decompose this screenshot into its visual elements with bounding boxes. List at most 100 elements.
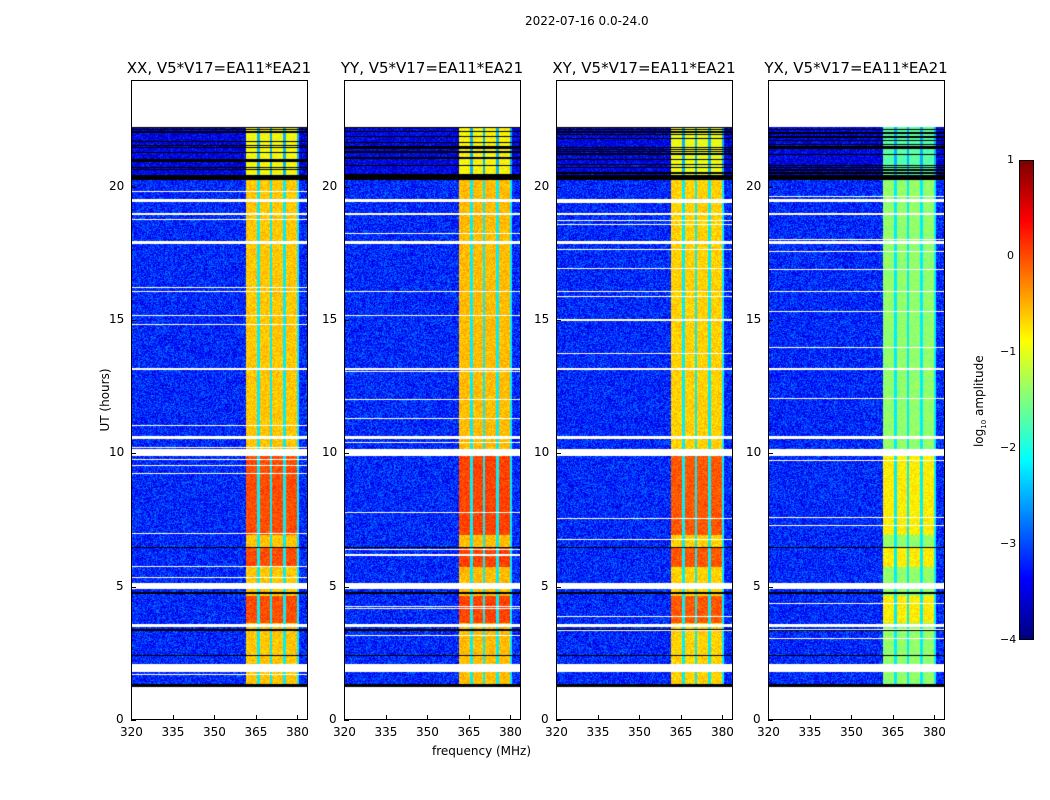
x-tick-label: 380: [499, 725, 522, 739]
y-tick: [131, 720, 136, 721]
x-tick: [172, 715, 174, 720]
x-tick-label: 320: [120, 725, 143, 739]
y-tick-label: 15: [322, 312, 338, 326]
y-tick-label: 0: [541, 712, 549, 726]
x-tick: [892, 715, 894, 720]
spectrogram-panel: [556, 80, 733, 720]
x-tick-label: 335: [374, 725, 398, 739]
x-tick: [809, 715, 811, 720]
x-axis-label: frequency (MHz): [432, 744, 532, 758]
x-tick: [680, 715, 682, 720]
y-tick: [344, 186, 349, 188]
y-tick-label: 20: [322, 178, 338, 193]
y-tick: [768, 320, 773, 321]
colorbar-tick-label: −3: [1000, 537, 1017, 550]
x-tick-label: 320: [757, 725, 780, 739]
x-tick-label: 365: [669, 725, 693, 739]
y-tick: [768, 453, 773, 455]
y-tick-label: 15: [746, 312, 762, 326]
heatmap-image: [769, 81, 944, 719]
x-tick-label: 380: [286, 725, 309, 739]
y-tick-label: 5: [541, 578, 549, 593]
heatmap-image: [345, 81, 520, 719]
y-tick: [556, 186, 561, 188]
y-tick: [556, 720, 561, 721]
y-tick-label: 10: [746, 445, 762, 460]
x-tick-label: 365: [244, 725, 268, 739]
y-tick-label: 20: [746, 178, 762, 193]
x-tick-label: 350: [416, 725, 439, 739]
x-tick: [768, 715, 769, 720]
y-tick-label: 20: [534, 178, 550, 193]
x-tick-label: 335: [586, 725, 610, 739]
panel-title: XY, V5*V17=EA11*EA21: [552, 59, 736, 77]
x-tick: [385, 715, 387, 720]
y-tick: [344, 586, 349, 588]
y-tick: [556, 453, 561, 455]
y-tick: [131, 186, 136, 188]
x-tick: [639, 715, 640, 720]
x-tick: [934, 715, 935, 720]
panel-title: XX, V5*V17=EA11*EA21: [126, 59, 312, 77]
colorbar-tick-label: 1: [1007, 153, 1014, 166]
x-tick: [344, 715, 345, 720]
y-tick-label: 0: [116, 712, 124, 726]
spectrogram-panel: [768, 80, 945, 720]
spectrogram-panel: [344, 80, 521, 720]
colorbar-tick-label: −1: [1000, 345, 1017, 358]
x-tick: [556, 715, 557, 720]
y-tick: [768, 186, 773, 188]
y-tick-label: 10: [322, 445, 338, 460]
y-tick-label: 0: [329, 712, 337, 726]
x-tick-label: 335: [798, 725, 822, 739]
x-tick-label: 380: [711, 725, 734, 739]
x-tick-label: 365: [881, 725, 905, 739]
x-tick-label: 320: [333, 725, 356, 739]
x-tick: [722, 715, 723, 720]
colorbar-tick-label: −2: [1000, 441, 1017, 454]
spectrogram-panel: [131, 80, 308, 720]
colorbar: [1019, 160, 1034, 640]
y-tick: [344, 320, 349, 321]
y-tick-label: 10: [534, 445, 550, 460]
y-tick: [556, 586, 561, 588]
x-tick-label: 335: [161, 725, 185, 739]
panel-title: YX, V5*V17=EA11*EA21: [764, 59, 948, 77]
x-tick-label: 350: [203, 725, 226, 739]
y-tick-label: 5: [329, 578, 337, 593]
x-tick: [214, 715, 215, 720]
y-tick: [556, 320, 561, 321]
x-tick: [255, 715, 257, 720]
x-tick-label: 350: [628, 725, 651, 739]
x-tick: [851, 715, 852, 720]
x-tick-label: 320: [545, 725, 568, 739]
x-tick: [510, 715, 511, 720]
y-tick-label: 10: [109, 445, 125, 460]
y-tick: [344, 720, 349, 721]
x-tick-label: 365: [457, 725, 481, 739]
x-tick-label: 380: [923, 725, 946, 739]
x-tick: [597, 715, 599, 720]
x-tick: [131, 715, 132, 720]
y-tick: [344, 453, 349, 455]
y-tick: [131, 453, 136, 455]
panel-title: YY, V5*V17=EA11*EA21: [340, 59, 524, 77]
x-tick: [427, 715, 428, 720]
y-tick: [768, 586, 773, 588]
y-tick: [768, 720, 773, 721]
y-axis-label: UT (hours): [98, 368, 112, 432]
colorbar-tick-label: 0: [1007, 249, 1014, 262]
y-tick-label: 5: [753, 578, 761, 593]
y-tick-label: 15: [534, 312, 550, 326]
x-tick: [468, 715, 470, 720]
y-tick: [131, 586, 136, 588]
colorbar-label: log10 amplitude: [971, 355, 989, 448]
figure-title: 2022-07-16 0.0-24.0: [525, 14, 649, 28]
heatmap-image: [132, 81, 307, 719]
y-tick: [131, 320, 136, 321]
heatmap-image: [557, 81, 732, 719]
colorbar-tick-label: −4: [1000, 633, 1017, 646]
y-tick-label: 15: [109, 312, 125, 326]
y-tick-label: 5: [116, 578, 124, 593]
